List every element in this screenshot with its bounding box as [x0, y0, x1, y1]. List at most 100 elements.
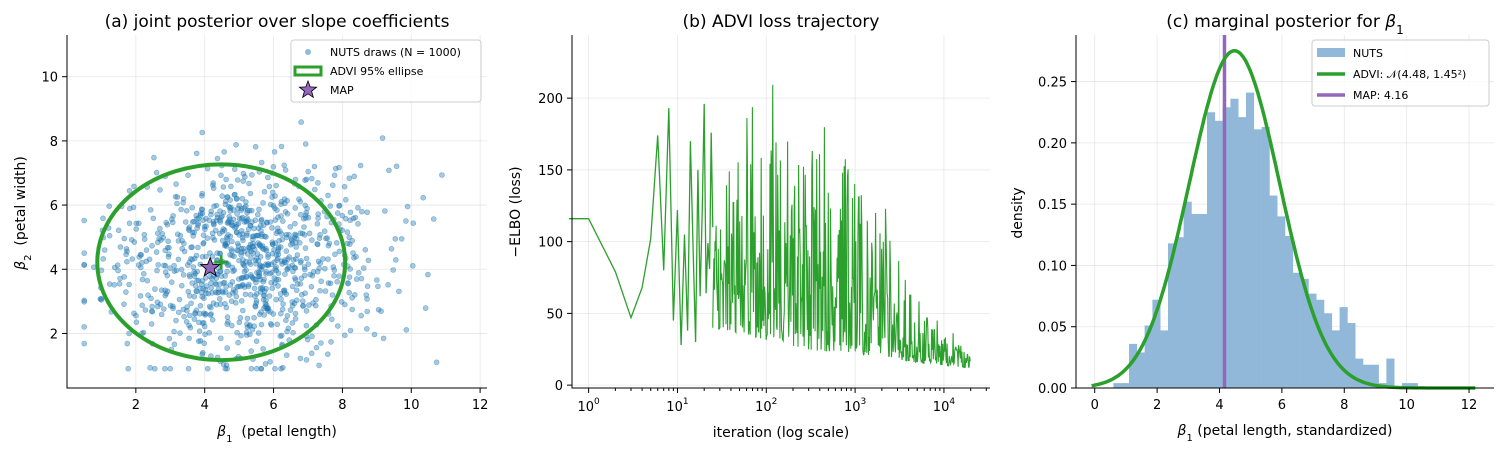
nuts-draw	[439, 172, 445, 178]
y-tick-label-8: 8	[50, 135, 58, 150]
nuts-draw	[191, 255, 198, 262]
x-tick-label-2: 2	[132, 398, 140, 413]
nuts-draw	[126, 220, 133, 227]
nuts-draw	[124, 258, 130, 265]
nuts-draw	[152, 286, 158, 292]
nuts-draw	[191, 293, 198, 300]
nuts-draw	[158, 311, 165, 318]
nuts-draw	[239, 195, 246, 202]
nuts-draw	[315, 215, 321, 221]
nuts-draw	[264, 262, 270, 269]
nuts-draw	[159, 231, 165, 237]
nuts-draw	[180, 196, 187, 202]
nuts-draw	[347, 327, 354, 334]
nuts-draw	[200, 232, 207, 238]
nuts-draw	[101, 247, 108, 253]
nuts-draw	[174, 200, 180, 207]
nuts-draw	[221, 279, 228, 286]
nuts-draw	[393, 163, 400, 170]
nuts-draw	[364, 296, 370, 302]
nuts-draw	[331, 267, 338, 273]
nuts-draw	[185, 365, 192, 372]
nuts-draw	[285, 325, 292, 332]
panel-c-legend-frame	[1311, 39, 1490, 107]
nuts-draw	[304, 205, 310, 212]
x-tick-label-6: 6	[269, 398, 277, 413]
panel-b-x-label: iteration (log scale)	[713, 425, 849, 441]
nuts-draw	[243, 273, 250, 280]
nuts-draw	[234, 329, 240, 336]
nuts-draw	[380, 335, 387, 342]
map-star-marker	[199, 256, 221, 277]
nuts-draw	[199, 210, 206, 217]
nuts-draw	[378, 308, 384, 315]
histogram-bar	[1370, 364, 1379, 388]
histogram-bar	[1339, 307, 1348, 388]
nuts-draw	[280, 287, 287, 294]
nuts-draw	[292, 239, 299, 246]
x-tick-label-2: 2	[1153, 398, 1161, 413]
nuts-draw	[247, 261, 254, 268]
nuts-draw	[228, 183, 234, 190]
nuts-draw	[139, 259, 145, 266]
nuts-draw	[228, 298, 235, 305]
nuts-draw	[299, 298, 306, 304]
nuts-draw	[263, 247, 270, 254]
nuts-draw	[234, 229, 240, 236]
nuts-draw	[271, 149, 278, 155]
nuts-draw	[100, 215, 106, 222]
nuts-draw	[117, 244, 124, 250]
nuts-draw	[189, 229, 196, 236]
nuts-draw	[241, 268, 248, 275]
nuts-draw	[141, 231, 148, 238]
panel-a-axis-spines	[66, 35, 487, 389]
x-tick-label-8: 8	[1340, 398, 1348, 413]
nuts-draw	[392, 257, 399, 263]
nuts-draw	[308, 175, 315, 182]
nuts-draw	[116, 280, 123, 287]
nuts-draw	[287, 224, 294, 230]
nuts-draw	[81, 262, 87, 269]
nuts-draw	[210, 220, 217, 227]
nuts-draw	[250, 250, 256, 257]
nuts-draw	[269, 285, 276, 292]
nuts-draw	[301, 264, 308, 270]
nuts-draw	[346, 175, 353, 182]
nuts-draw	[186, 322, 192, 329]
nuts-draw	[293, 297, 300, 304]
nuts-draw	[217, 208, 223, 214]
nuts-draw	[111, 281, 118, 288]
legend-map: MAP	[330, 84, 354, 97]
panel-a-nuts-points	[81, 119, 445, 372]
advi-95-ellipse	[95, 162, 348, 363]
nuts-draw	[296, 196, 302, 202]
panel-b-x-ticks: 100 101 102 103 104	[577, 388, 987, 415]
nuts-draw	[177, 330, 183, 336]
histogram-bar	[1168, 243, 1177, 388]
nuts-draw	[224, 268, 230, 275]
nuts-draw	[347, 217, 353, 224]
nuts-draw	[204, 365, 211, 372]
nuts-draw	[255, 330, 262, 336]
nuts-draw	[293, 287, 300, 294]
nuts-draw	[267, 320, 274, 327]
nuts-draw	[149, 308, 156, 315]
nuts-draw	[263, 271, 269, 277]
panel-a-legend: NUTS draws (N = 1000) ADVI 95% ellipse M…	[290, 39, 482, 103]
nuts-draw	[157, 187, 163, 193]
nuts-draw	[121, 274, 127, 280]
nuts-draw	[292, 205, 299, 211]
nuts-draw	[242, 174, 248, 180]
nuts-draw	[292, 315, 299, 322]
legend-advi-ellipse: ADVI 95% ellipse	[330, 65, 424, 78]
advi-mean-marker	[214, 255, 229, 270]
nuts-draw	[258, 218, 264, 224]
nuts-draw	[258, 159, 265, 166]
nuts-draw	[303, 308, 310, 314]
nuts-draw	[252, 303, 258, 309]
nuts-draw	[161, 262, 167, 269]
y-tick-label-200: 200	[538, 92, 563, 107]
nuts-draw	[260, 346, 266, 352]
panel-b-title: (b) ADVI loss trajectory	[683, 12, 880, 32]
nuts-draw	[371, 331, 378, 338]
